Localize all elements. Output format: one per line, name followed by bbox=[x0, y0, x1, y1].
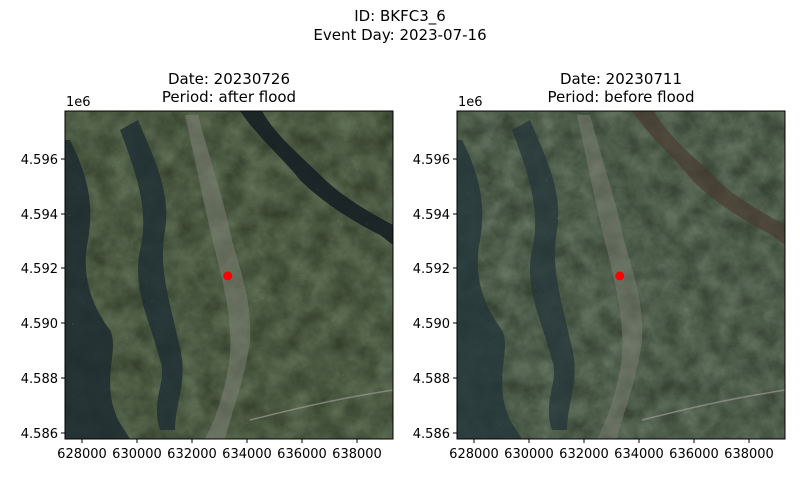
left-panel-title-period: Period: after flood bbox=[161, 88, 297, 106]
left-x-axis: 628000 630000 632000 634000 636000 63800… bbox=[57, 439, 382, 462]
right-y-tick-label: 4.596 bbox=[413, 153, 450, 168]
right-panel-title-date: Date: 20230711 bbox=[559, 70, 683, 88]
right-x-tick-label: 636000 bbox=[669, 447, 719, 462]
left-y-tick-label: 4.588 bbox=[21, 372, 58, 387]
right-axes-frame bbox=[456, 110, 786, 440]
left-x-tick-label: 636000 bbox=[277, 447, 327, 462]
figure-title-line-2: Event Day: 2023-07-16 bbox=[313, 26, 487, 44]
left-x-tick-label: 632000 bbox=[167, 447, 217, 462]
left-y-tick-label: 4.590 bbox=[21, 317, 58, 332]
right-event-location-marker bbox=[615, 271, 625, 281]
left-y-tick-label: 4.586 bbox=[21, 427, 58, 442]
right-x-tick-label: 628000 bbox=[449, 447, 499, 462]
right-y-tick-label: 4.588 bbox=[413, 372, 450, 387]
right-y-tick-label: 4.594 bbox=[413, 208, 450, 223]
right-y-offset-label: 1e6 bbox=[458, 95, 483, 110]
left-y-axis: 4.596 4.594 4.592 4.590 4.588 4.586 bbox=[21, 153, 65, 442]
left-panel-title-date: Date: 20230726 bbox=[167, 70, 291, 88]
left-x-tick-label: 630000 bbox=[112, 447, 162, 462]
right-y-tick-label: 4.586 bbox=[413, 427, 450, 442]
left-axes-frame bbox=[64, 110, 394, 440]
right-x-tick-label: 634000 bbox=[614, 447, 664, 462]
left-y-tick-label: 4.594 bbox=[21, 208, 58, 223]
right-x-tick-label: 632000 bbox=[559, 447, 609, 462]
left-road bbox=[249, 389, 393, 421]
right-y-axis: 4.596 4.594 4.592 4.590 4.588 4.586 bbox=[413, 153, 457, 442]
right-x-tick-label: 630000 bbox=[504, 447, 554, 462]
right-satellite-image bbox=[457, 111, 785, 439]
right-road bbox=[641, 389, 785, 421]
right-y-tick-label: 4.592 bbox=[413, 262, 450, 277]
left-x-tick-label: 638000 bbox=[332, 447, 382, 462]
right-y-tick-label: 4.590 bbox=[413, 317, 450, 332]
left-event-location-marker bbox=[223, 271, 233, 281]
right-panel-title-period: Period: before flood bbox=[547, 88, 695, 106]
right-x-tick-label: 638000 bbox=[724, 447, 774, 462]
left-y-offset-label: 1e6 bbox=[66, 95, 91, 110]
left-x-tick-label: 634000 bbox=[222, 447, 272, 462]
left-y-tick-label: 4.592 bbox=[21, 262, 58, 277]
right-x-axis: 628000 630000 632000 634000 636000 63800… bbox=[449, 439, 774, 462]
left-x-tick-label: 628000 bbox=[57, 447, 107, 462]
left-y-tick-label: 4.596 bbox=[21, 153, 58, 168]
figure-title-line-1: ID: BKFC3_6 bbox=[354, 7, 446, 25]
